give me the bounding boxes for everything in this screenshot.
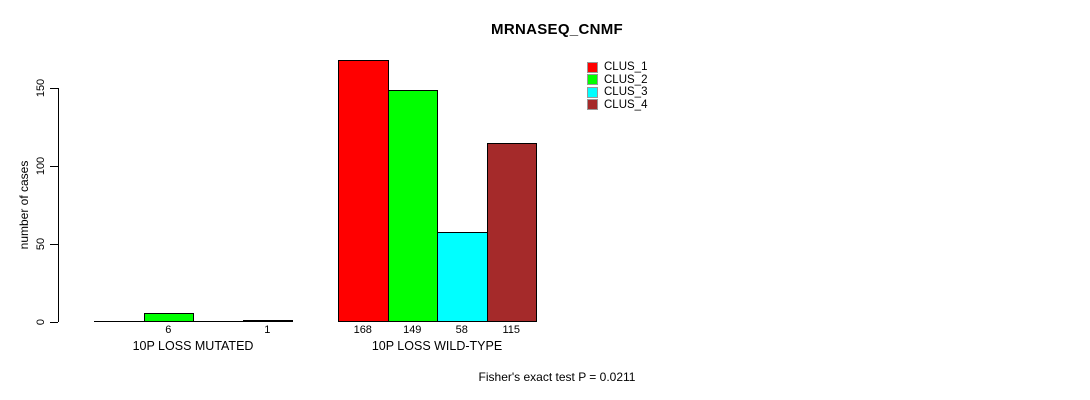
- bar-CLUS_1-zero: [94, 321, 145, 322]
- legend-item: CLUS_3: [587, 86, 647, 99]
- legend-label: CLUS_4: [604, 98, 648, 111]
- y-tick-label: 50: [35, 237, 47, 251]
- category-label: 10P LOSS WILD-TYPE: [371, 339, 503, 353]
- legend-label: CLUS_2: [604, 73, 648, 86]
- y-axis-tick: [50, 321, 58, 323]
- legend-label: CLUS_1: [604, 61, 648, 74]
- bar-value-label: 149: [403, 324, 422, 336]
- legend-swatch: [587, 99, 598, 111]
- legend-item: CLUS_4: [587, 99, 647, 112]
- bar-CLUS_3-wildtype: [437, 232, 488, 322]
- legend: CLUS_1 CLUS_2 CLUS_3 CLUS_4: [587, 61, 647, 111]
- legend-swatch: [587, 61, 598, 73]
- bar-CLUS_4-mutated: [242, 320, 293, 322]
- y-axis-label: number of cases: [17, 160, 31, 250]
- bar-CLUS_2-wildtype: [387, 90, 438, 322]
- y-axis-tick: [50, 243, 58, 245]
- legend-item: CLUS_2: [587, 74, 647, 87]
- y-tick-label: 150: [35, 78, 47, 98]
- bar-CLUS_2-mutated: [143, 313, 194, 322]
- y-axis-line: [58, 88, 59, 322]
- y-tick-label: 100: [35, 156, 47, 176]
- y-axis-tick: [50, 87, 58, 89]
- bar-value-label: 6: [165, 324, 172, 336]
- y-tick-label: 0: [35, 318, 47, 326]
- y-axis-tick: [50, 165, 58, 167]
- bar-CLUS_4-wildtype: [486, 143, 537, 322]
- legend-item: CLUS_1: [587, 61, 647, 74]
- bar-value-label: 168: [353, 324, 372, 336]
- bar-CLUS_1-wildtype: [338, 60, 389, 322]
- fisher-annotation: Fisher's exact test P = 0.0211: [478, 370, 636, 384]
- legend-label: CLUS_3: [604, 86, 648, 99]
- category-label: 10P LOSS MUTATED: [132, 339, 254, 353]
- chart-title: MRNASEQ_CNMF: [491, 21, 623, 38]
- legend-swatch: [587, 86, 598, 98]
- bar-value-label: 115: [502, 324, 521, 336]
- legend-swatch: [587, 74, 598, 86]
- bar-value-label: 58: [455, 324, 468, 336]
- bar-value-label: 1: [264, 324, 271, 336]
- bar-CLUS_3-zero: [193, 321, 244, 322]
